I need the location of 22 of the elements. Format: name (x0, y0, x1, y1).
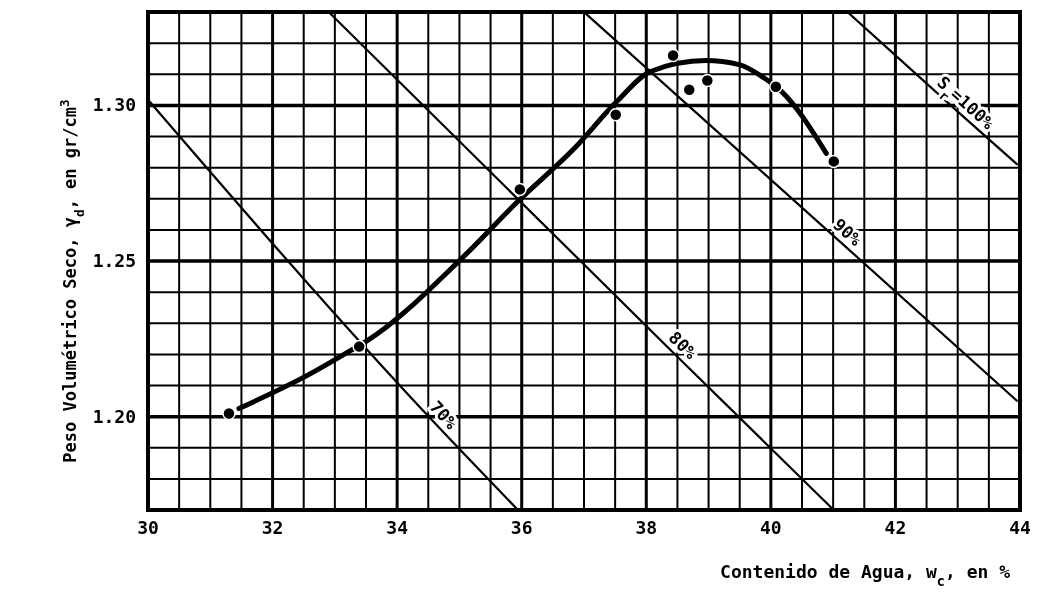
y-tick-label: 1.30 (92, 94, 136, 116)
x-tick-label: 38 (635, 517, 658, 538)
point (682, 83, 697, 97)
x-tick-label: 32 (261, 517, 284, 538)
point (769, 79, 783, 94)
x-tick-label: 30 (137, 517, 159, 538)
x-tick-label: 44 (1009, 517, 1031, 538)
text: 80% (664, 327, 702, 364)
point (666, 48, 680, 63)
y-tick-label: 1.25 (92, 250, 136, 271)
x-tick-label: 42 (884, 517, 907, 538)
point (352, 339, 366, 354)
x-tick-label: 36 (510, 517, 533, 538)
x-tick-label: 40 (760, 517, 782, 538)
point (827, 154, 841, 169)
x-tick-label: 34 (386, 517, 409, 538)
point (513, 182, 527, 197)
point (700, 73, 715, 88)
point (222, 406, 236, 421)
point (609, 107, 623, 122)
x-axis-title: Contenido de Agua, w$_{c}$, en % (720, 561, 1011, 589)
y-tick-label: 1.20 (92, 405, 136, 427)
